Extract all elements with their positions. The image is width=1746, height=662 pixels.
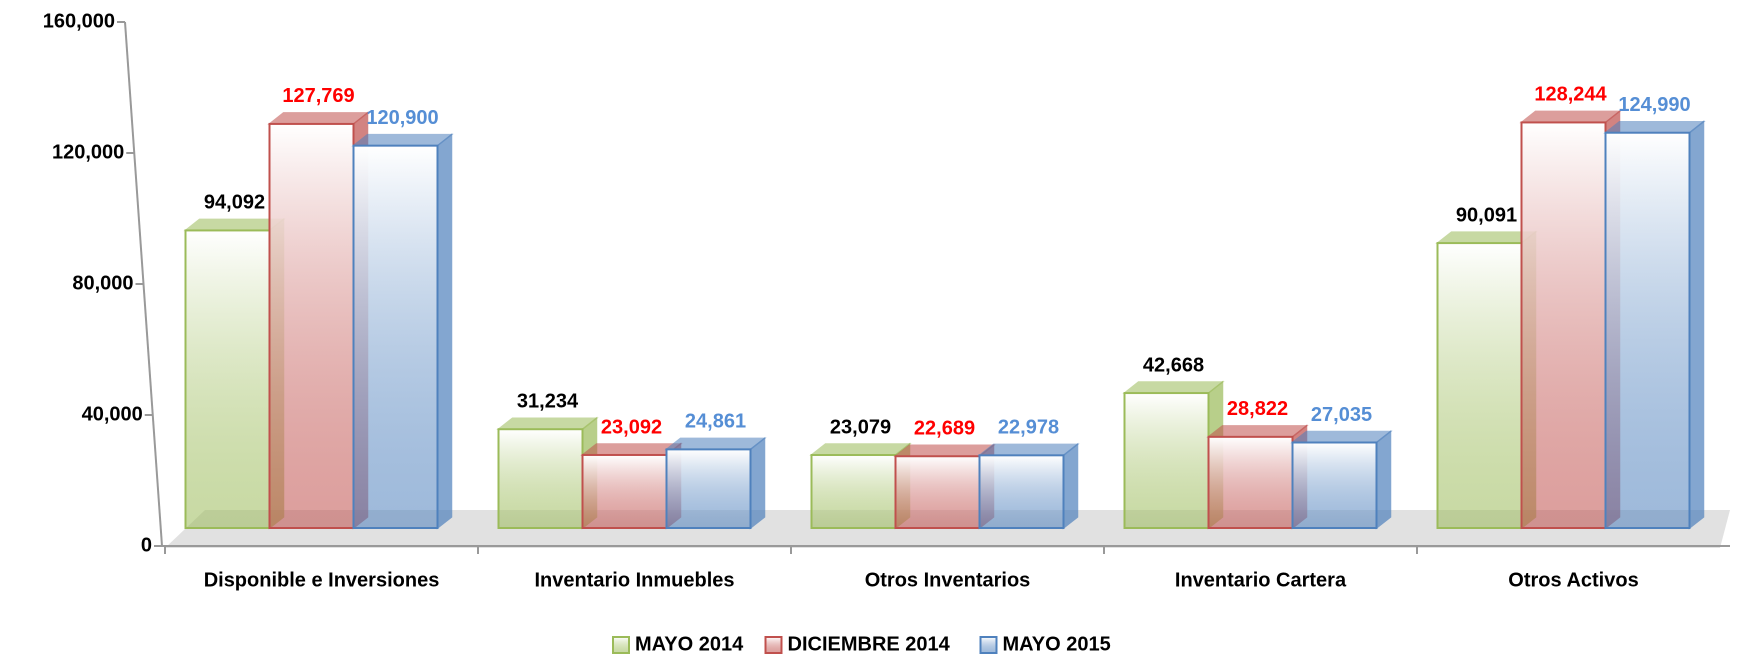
y-tick-label: 40,000 [82,403,143,425]
x-tick-label: Inventario Inmuebles [534,569,734,591]
bar-side [1062,442,1079,530]
y-tick-label: 120,000 [52,141,124,163]
x-tick-label: Inventario Cartera [1175,569,1347,591]
data-label: 42,668 [1143,354,1204,376]
bar [664,436,767,530]
legend-swatch [612,636,630,654]
bar-front [1207,435,1294,530]
data-label: 94,092 [204,192,265,214]
legend-swatch [764,636,783,654]
bar-side [749,436,766,530]
bar-side [436,133,453,530]
data-label: 27,035 [1311,404,1372,426]
bar-front [978,454,1065,529]
bar-front [1604,131,1691,530]
bar-top [267,112,370,125]
bar-front [894,455,981,529]
bar-front [352,144,439,529]
legend-label: MAYO 2014 [635,633,744,655]
bar-top [977,443,1080,457]
data-label: 120,900 [366,107,438,129]
bar-side [1688,120,1705,530]
data-label: 23,079 [830,416,891,438]
bar-front [581,453,668,530]
data-label: 127,769 [282,85,354,107]
legend-label: MAYO 2015 [1003,633,1111,655]
bar-top [1290,430,1393,444]
bar-top [1122,381,1225,394]
bar [1290,429,1393,530]
bar-front [665,448,752,529]
data-label: 22,689 [914,418,975,440]
bar-front [184,229,271,529]
y-tick-label: 0 [141,534,152,556]
bar-top [351,133,454,147]
bar-front [810,454,897,529]
bar-side [1375,429,1392,530]
bar-front [1520,121,1607,530]
bar [351,133,454,530]
bar-front [1291,441,1378,529]
data-label: 128,244 [1534,84,1607,106]
x-tick-label: Otros Activos [1508,569,1638,591]
bar-front [268,122,355,529]
bar-top [809,443,912,456]
data-label: 23,092 [601,416,662,438]
bar-top [1206,425,1309,438]
bar-top [1519,110,1622,124]
data-label: 24,861 [685,411,746,433]
x-tick-label: Disponible e Inversiones [204,569,440,591]
data-label: 22,978 [998,417,1059,439]
bar [1206,424,1309,530]
legend-label: DICIEMBRE 2014 [788,633,951,655]
bar [1603,120,1706,530]
bar-front [497,428,584,529]
data-label: 31,234 [517,391,579,413]
data-label: 124,990 [1618,94,1690,116]
legend-swatch [979,636,998,654]
x-tick-label: Otros Inventarios [865,569,1031,591]
bar-top [496,417,599,430]
y-tick-label: 160,000 [43,10,115,32]
y-tick-label: 80,000 [72,272,133,294]
bar-front [1436,242,1523,529]
data-label: 90,091 [1456,204,1517,226]
bar [977,442,1080,530]
bar-top [1603,120,1706,134]
bar-front [1123,392,1210,529]
bar-top [664,437,767,451]
data-label: 28,822 [1227,398,1288,420]
